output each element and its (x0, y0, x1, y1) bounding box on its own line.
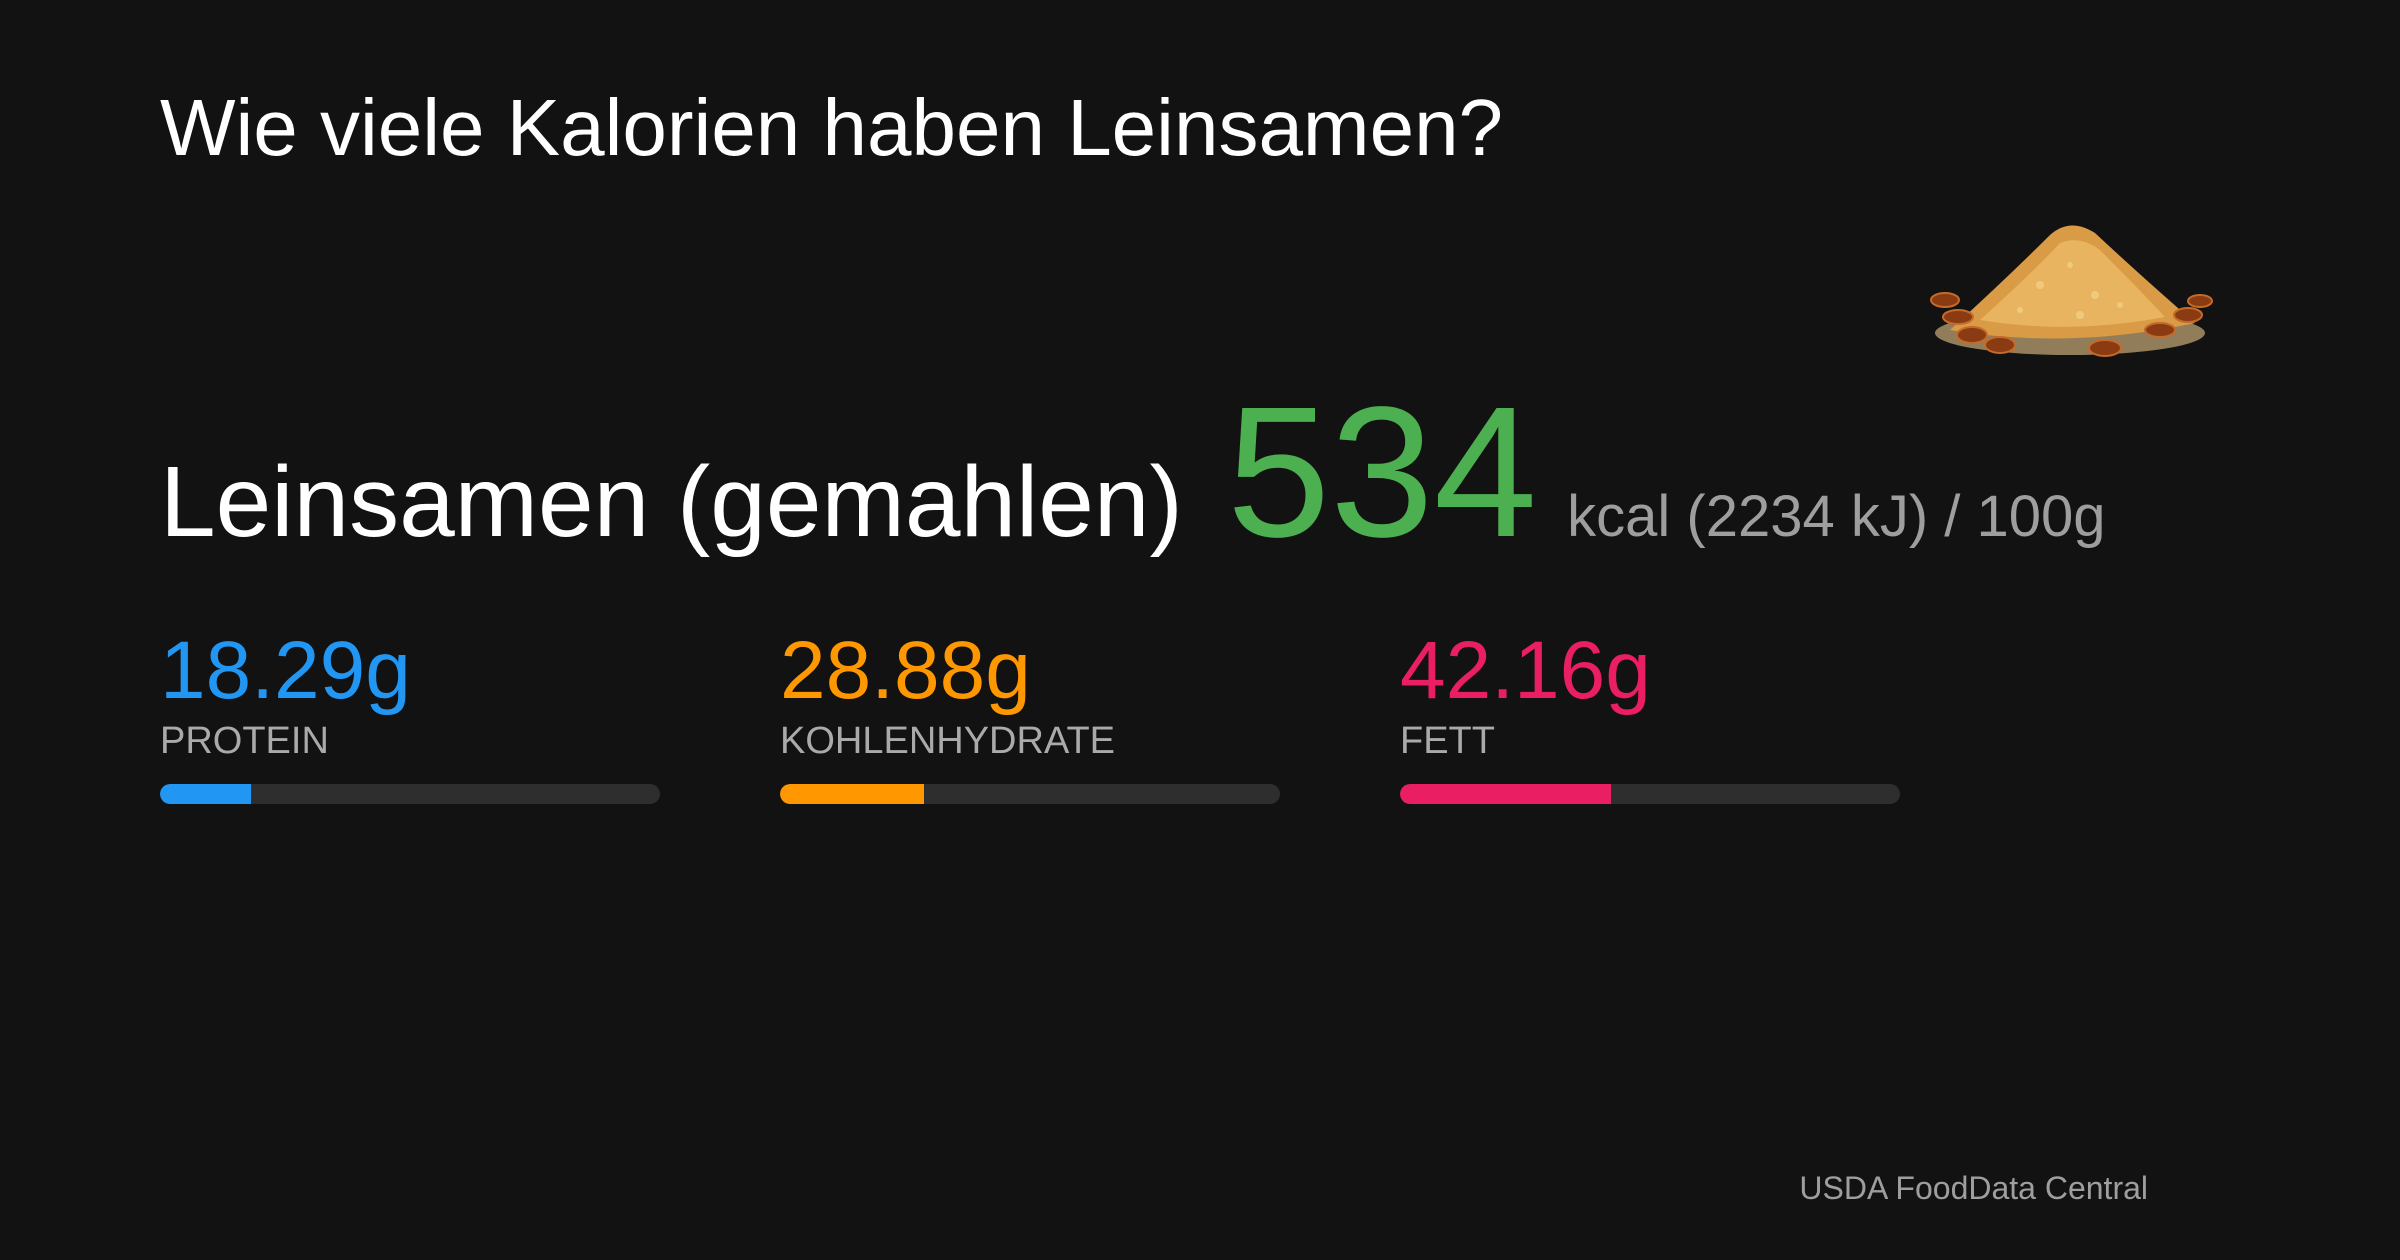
macro: 18.29g PROTEIN (160, 630, 660, 804)
source: USDA FoodData Central (1799, 1170, 2148, 1206)
title: Wie viele Kalorien haben Leinsamen? (160, 83, 1504, 172)
macro: 28.88g KOHLENHYDRATE (780, 630, 1280, 804)
macro-bar-track (1400, 784, 1900, 804)
macro-label: FETT (1400, 720, 1495, 762)
macro-bar (160, 784, 252, 804)
macro-value: 42.16g (1400, 625, 1651, 716)
macro-value: 18.29g (160, 625, 411, 716)
headline: Leinsamen (gemahlen) 534 kcal (2234 kJ) … (160, 380, 2106, 566)
macro: 42.16g FETT (1400, 630, 1900, 804)
flaxseed-image (1930, 225, 2213, 357)
macro-label: KOHLENHYDRATE (780, 720, 1116, 762)
macro-bar (1400, 784, 1611, 804)
macro-bar-track (780, 784, 1280, 804)
food-name: Leinsamen (gemahlen) (160, 446, 1183, 558)
macro-bar (780, 784, 925, 804)
calories-value: 534 (1226, 369, 1538, 576)
macro-bar-track (160, 784, 660, 804)
macro-label: PROTEIN (160, 720, 329, 762)
calories-unit: kcal (2234 kJ) / 100g (1567, 484, 2106, 549)
macro-value: 28.88g (780, 625, 1031, 716)
